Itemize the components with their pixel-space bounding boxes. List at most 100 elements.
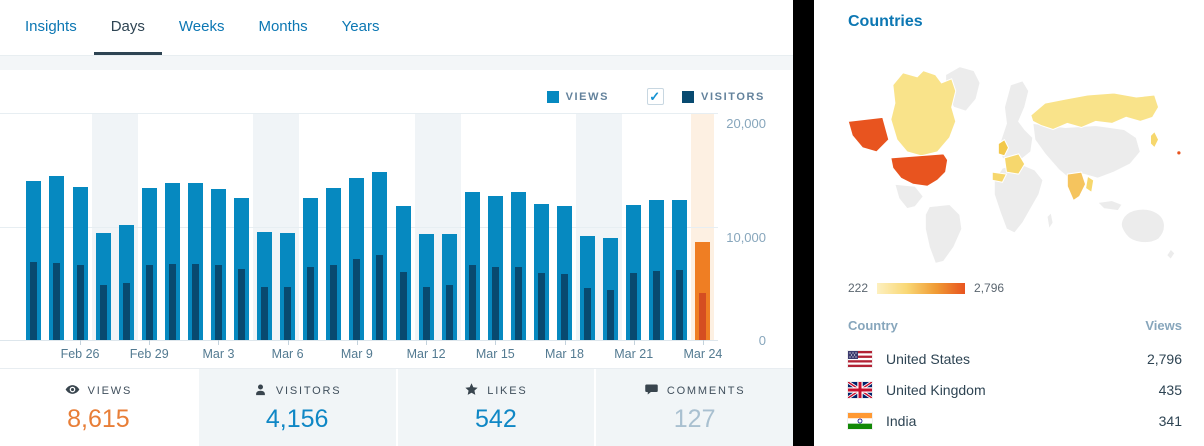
scale-max: 2,796 bbox=[974, 281, 1005, 295]
bar-views[interactable] bbox=[326, 188, 342, 340]
map-southeast-asia[interactable] bbox=[1085, 175, 1095, 194]
summary-tile-visitors[interactable]: VISITORS 4,156 bbox=[198, 369, 396, 446]
bar-visitors[interactable] bbox=[30, 261, 38, 340]
scale-min: 222 bbox=[848, 281, 869, 295]
bar-views[interactable] bbox=[603, 238, 619, 340]
tab-insights[interactable]: Insights bbox=[25, 17, 77, 35]
country-views: 341 bbox=[1158, 412, 1182, 429]
map-united-states[interactable] bbox=[890, 153, 949, 187]
bar-visitors[interactable] bbox=[261, 287, 269, 340]
tab-years[interactable]: Years bbox=[341, 17, 380, 35]
map-united-kingdom[interactable] bbox=[997, 138, 1010, 157]
summary-label: COMMENTS bbox=[666, 384, 746, 397]
bar-views[interactable] bbox=[164, 182, 180, 340]
bar-views[interactable] bbox=[580, 236, 596, 340]
tab-days[interactable]: Days bbox=[93, 0, 162, 55]
bar-views[interactable] bbox=[557, 205, 572, 340]
map-spain[interactable] bbox=[991, 171, 1008, 183]
bar-visitors[interactable] bbox=[514, 267, 522, 340]
bar-visitors[interactable] bbox=[145, 264, 153, 340]
bar-views[interactable] bbox=[533, 203, 549, 340]
country-row[interactable]: United Kingdom 435 bbox=[847, 374, 1182, 405]
bar-views[interactable] bbox=[649, 199, 665, 340]
bar-views[interactable] bbox=[141, 188, 157, 340]
bar-visitors[interactable] bbox=[584, 288, 592, 340]
bar-views[interactable] bbox=[26, 181, 42, 340]
country-row[interactable]: United States 2,796 bbox=[848, 343, 1182, 374]
bar-views[interactable] bbox=[280, 232, 296, 340]
person-icon bbox=[253, 382, 268, 400]
bar-visitors[interactable] bbox=[445, 284, 453, 340]
bar-views[interactable] bbox=[695, 242, 711, 340]
y-tick-label: 0 bbox=[758, 333, 766, 348]
bar-views[interactable] bbox=[349, 178, 365, 340]
bar-visitors[interactable] bbox=[214, 264, 222, 340]
world-map[interactable] bbox=[832, 54, 1187, 276]
scale-gradient-bar bbox=[877, 282, 966, 294]
bar-visitors[interactable] bbox=[468, 264, 476, 340]
bar-visitors[interactable] bbox=[330, 264, 338, 340]
bar-visitors[interactable] bbox=[399, 272, 407, 340]
bar-visitors[interactable] bbox=[422, 286, 430, 340]
tab-weeks[interactable]: Weeks bbox=[178, 17, 225, 35]
tab-months[interactable]: Months bbox=[258, 17, 308, 35]
map-india[interactable] bbox=[1066, 171, 1087, 202]
bar-views[interactable] bbox=[510, 192, 526, 340]
bar-visitors[interactable] bbox=[537, 273, 545, 340]
bar-visitors[interactable] bbox=[676, 269, 684, 340]
visitors-checkbox[interactable]: ✓ bbox=[647, 88, 665, 105]
views-swatch-icon bbox=[546, 90, 559, 103]
x-tick-label: Mar 21 bbox=[614, 347, 654, 361]
map-france-germany[interactable] bbox=[1003, 153, 1026, 175]
bar-visitors[interactable] bbox=[191, 263, 199, 340]
summary-value: 127 bbox=[673, 404, 716, 433]
bar-visitors[interactable] bbox=[307, 267, 315, 340]
bar-visitors[interactable] bbox=[76, 264, 84, 340]
bar-views[interactable] bbox=[72, 186, 88, 340]
bar-visitors[interactable] bbox=[99, 284, 107, 340]
world-map-svg bbox=[847, 66, 1181, 264]
country-name: United States bbox=[886, 350, 971, 367]
bar-views[interactable] bbox=[626, 204, 642, 340]
summary-tile-likes[interactable]: LIKES 542 bbox=[397, 369, 595, 446]
country-row[interactable]: India 341 bbox=[848, 405, 1182, 436]
eye-icon bbox=[65, 382, 80, 400]
legend-views-label: VIEWS bbox=[565, 90, 610, 103]
bar-views[interactable] bbox=[118, 225, 134, 340]
bar-views[interactable] bbox=[187, 183, 203, 340]
map-japan[interactable] bbox=[1149, 130, 1160, 149]
bar-visitors[interactable] bbox=[653, 270, 661, 340]
flag-us-icon bbox=[848, 350, 872, 367]
bar-views[interactable] bbox=[257, 231, 273, 340]
map-alaska[interactable] bbox=[847, 116, 890, 153]
bar-visitors[interactable] bbox=[491, 266, 499, 340]
bar-visitors[interactable] bbox=[168, 263, 176, 340]
summary-tile-views[interactable]: VIEWS 8,615 bbox=[0, 369, 197, 446]
bar-views[interactable] bbox=[49, 176, 65, 340]
country-views: 2,796 bbox=[1146, 350, 1182, 367]
bar-views[interactable] bbox=[210, 189, 226, 340]
bar-visitors[interactable] bbox=[376, 255, 384, 340]
bar-visitors[interactable] bbox=[238, 269, 246, 340]
y-tick-label: 20,000 bbox=[726, 116, 766, 131]
map-australia bbox=[1120, 208, 1165, 244]
bar-visitors[interactable] bbox=[607, 289, 615, 340]
bar-chart-plot bbox=[0, 113, 718, 341]
col-views: Views bbox=[1145, 318, 1182, 333]
bar-visitors[interactable] bbox=[53, 262, 61, 340]
flag-in-icon bbox=[848, 412, 872, 429]
countries-title: Countries bbox=[848, 13, 923, 30]
map-canada[interactable] bbox=[890, 70, 957, 157]
bar-visitors[interactable] bbox=[699, 292, 707, 340]
bar-visitors[interactable] bbox=[284, 287, 292, 340]
bar-visitors[interactable] bbox=[353, 259, 361, 340]
summary-tile-comments[interactable]: COMMENTS 127 bbox=[596, 369, 793, 446]
bar-visitors[interactable] bbox=[630, 273, 638, 340]
col-country: Country bbox=[848, 318, 898, 333]
bar-visitors[interactable] bbox=[122, 283, 130, 340]
map-russia[interactable] bbox=[1030, 92, 1160, 131]
countries-table-header: Country Views bbox=[848, 310, 1182, 343]
bar-visitors[interactable] bbox=[561, 273, 568, 340]
stats-panel: Insights Days Weeks Months Years VIEWS ✓ VIS… bbox=[0, 0, 793, 446]
x-tick-mark bbox=[218, 340, 220, 345]
